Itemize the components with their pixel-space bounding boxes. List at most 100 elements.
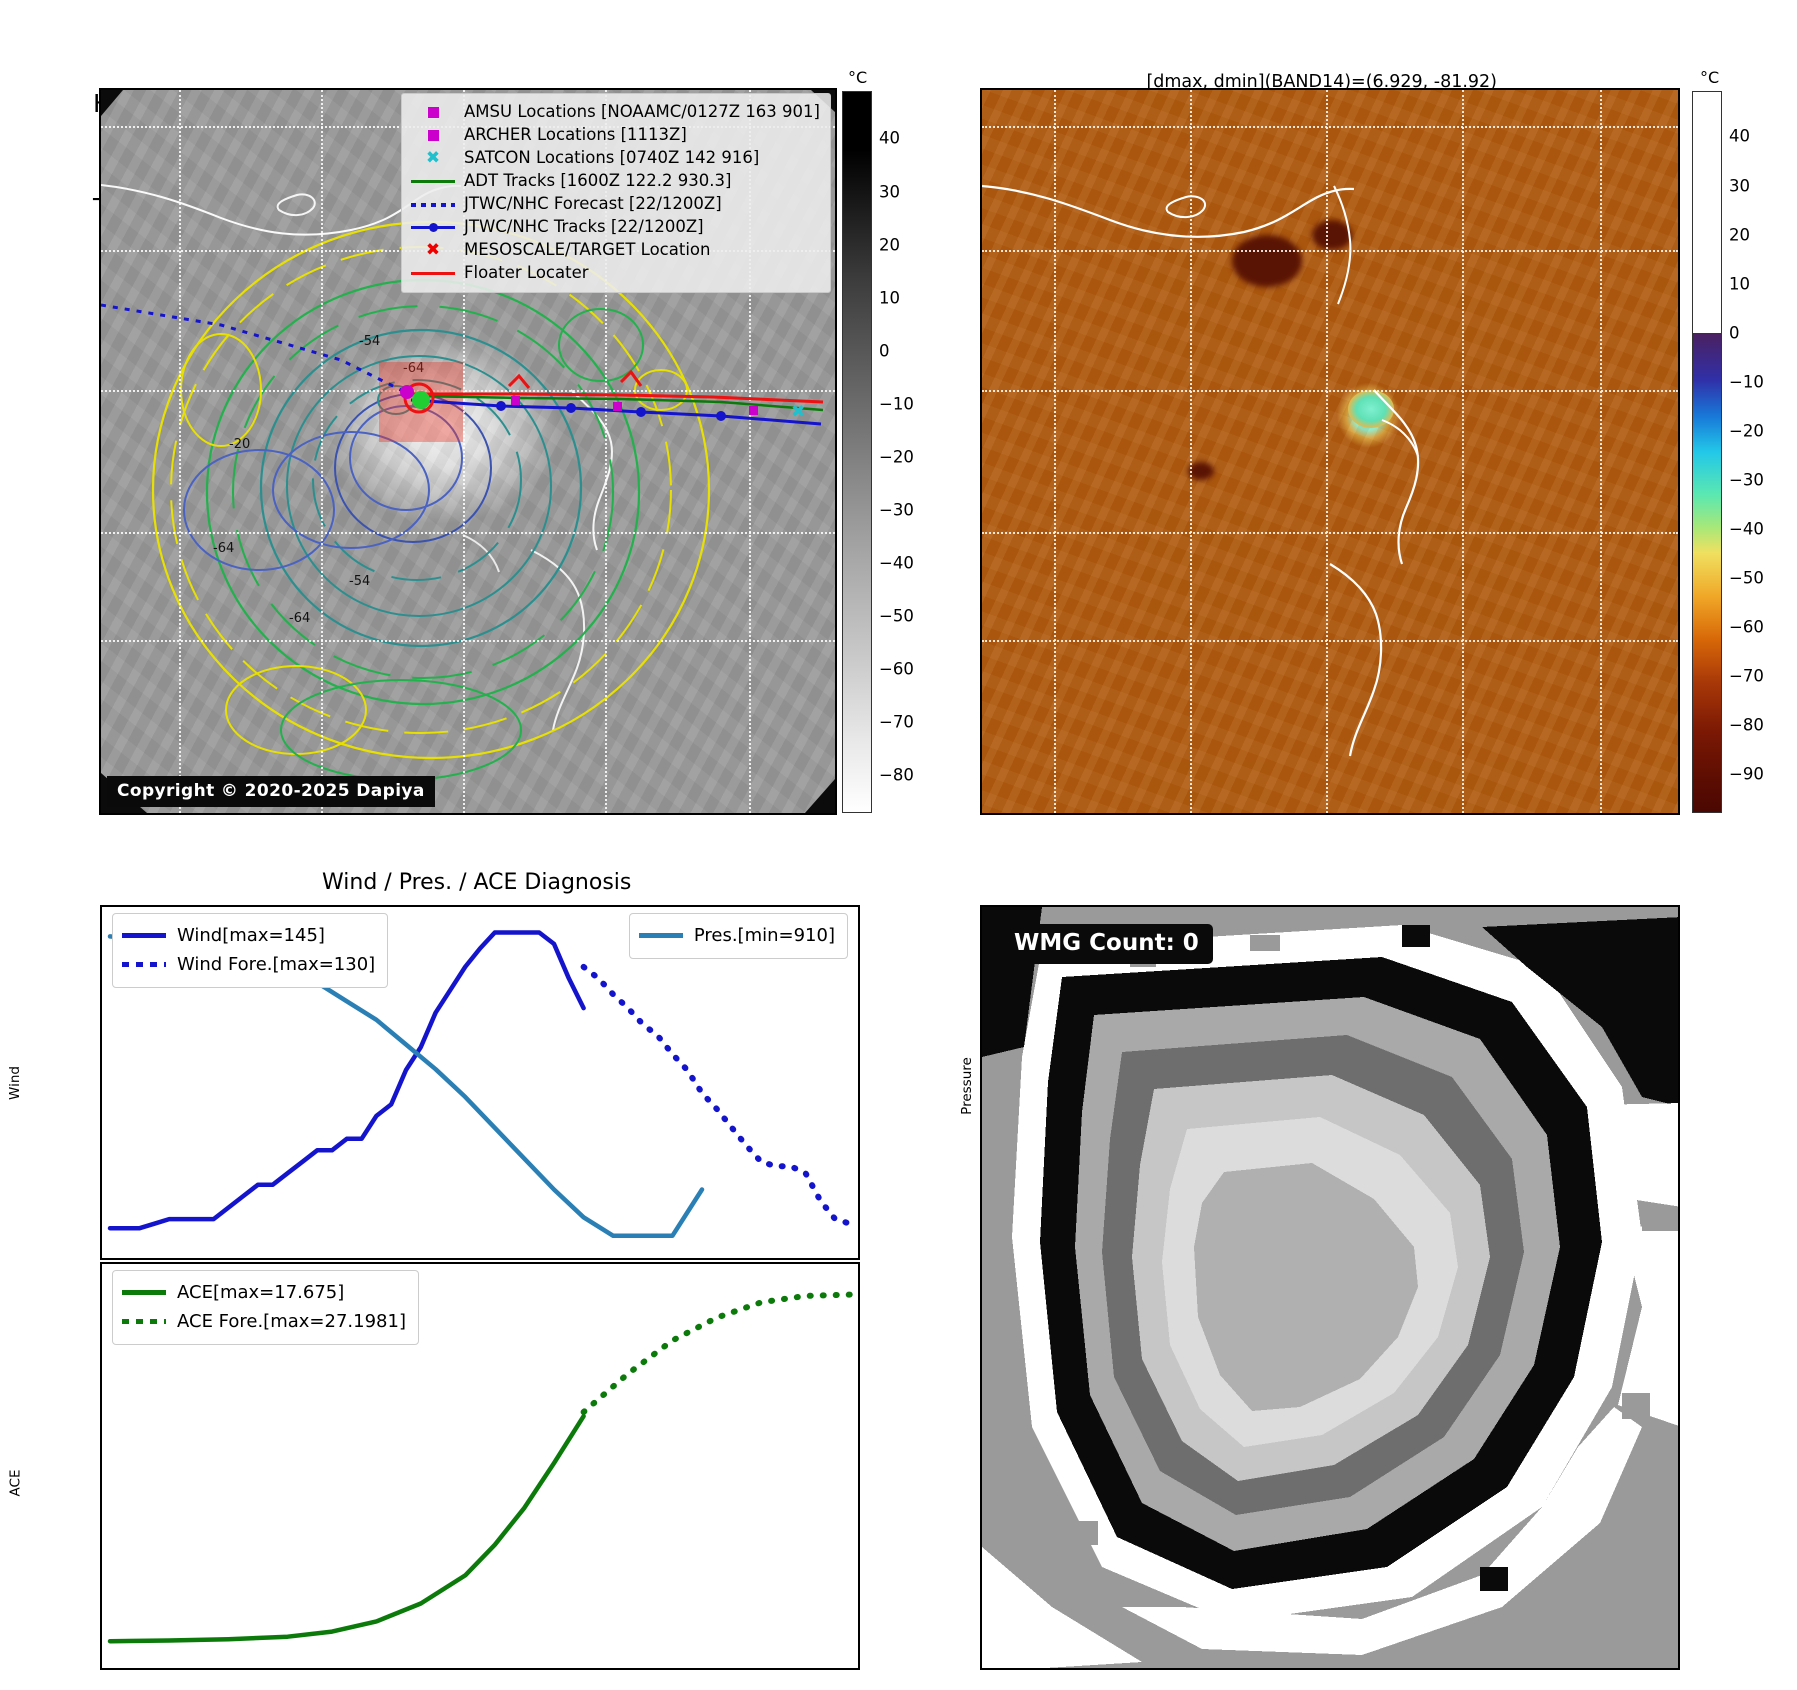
wv-temperature-colorbar[interactable]: 40 30 20 10 0 −10 −20 −30 −40 −50 −60 −7… (1692, 91, 1764, 813)
lat-tick: 24°N (99, 117, 101, 136)
legend-label: Pres.[min=910] (693, 924, 835, 946)
line-green-icon (410, 180, 456, 183)
legend-label: MESOSCALE/TARGET Location (464, 240, 711, 260)
svg-text:✖: ✖ (791, 402, 805, 422)
series-wind-fore- (580, 963, 853, 1227)
wind-pressure-chart[interactable]: 140 120 100 80 60 40 20 1000 980 960 940… (100, 905, 860, 1260)
legend-label: SATCON Locations [0740Z 142 916] (464, 148, 760, 168)
dotted-blue-line-icon (122, 962, 166, 967)
legend-row: AMSU Locations [NOAAMC/0127Z 163 901] (410, 101, 820, 124)
legend-row: ✖ SATCON Locations [0740Z 142 916] (410, 147, 820, 170)
square-magenta-icon (410, 107, 456, 118)
ace-plot (107, 1291, 853, 1644)
cbar-tick: 40 (1729, 126, 1750, 146)
svg-text:-54: -54 (349, 574, 370, 589)
solid-green-line-icon (122, 1290, 166, 1295)
svg-text:-20: -20 (229, 437, 250, 452)
cbar-tick: 20 (879, 235, 900, 255)
pressure-ytick: 940 (858, 1124, 860, 1143)
legend-label: Wind[max=145] (177, 924, 325, 946)
cbar-tick: −40 (1729, 519, 1764, 539)
cbar-tick: −30 (1729, 470, 1764, 490)
copyright-notice: Copyright © 2020-2025 Dapiya (107, 776, 435, 807)
wv-colorbar-units: °C (1700, 68, 1720, 87)
lat-tick: 24°N (980, 117, 982, 136)
legend-row: JTWC/NHC Forecast [22/1200Z] (410, 193, 820, 216)
dotted-blue-line-icon (410, 202, 456, 207)
wind-legend: Wind[max=145] Wind Fore.[max=130] (112, 913, 389, 988)
cbar-tick: −10 (1729, 372, 1764, 392)
lon-tick: 124°E (724, 813, 774, 815)
legend-label: ARCHER Locations [1113Z] (464, 125, 687, 145)
pressure-ytick: 960 (858, 1065, 860, 1084)
cbar-tick: 10 (879, 288, 900, 308)
cbar-tick: 20 (1729, 225, 1750, 245)
cbar-tick: −80 (1729, 715, 1764, 735)
cbar-tick: −10 (879, 394, 914, 414)
solid-blue-line-icon (122, 933, 166, 938)
cbar-tick: 30 (1729, 176, 1750, 196)
legend-row: ACE[max=17.675] (122, 1278, 406, 1307)
wmg-image (982, 907, 1678, 1668)
stats-band14: [dmax, dmin](BAND14)=(6.929, -81.92) (1146, 71, 1497, 92)
cbar-tick: −60 (879, 659, 914, 679)
series-wind (107, 930, 586, 1231)
legend-label: AMSU Locations [NOAAMC/0127Z 163 901] (464, 102, 820, 122)
lon-tick: 118°E (296, 813, 346, 815)
wmg-panel[interactable]: WMG Count: 0 (980, 905, 1680, 1670)
legend-row: Pres.[min=910] (638, 921, 835, 950)
lon-tick: 116°E (154, 813, 204, 815)
dotted-green-line-icon (122, 1319, 166, 1324)
cbar-tick: −90 (1729, 764, 1764, 784)
cbar-tick: −60 (1729, 617, 1764, 637)
square-magenta-icon (410, 130, 456, 141)
lon-tick: 120°E (438, 813, 488, 815)
series-ace (107, 1413, 586, 1644)
pressure-ytick: 920 (858, 1183, 860, 1202)
cbar-tick: −50 (1729, 568, 1764, 588)
pressure-ytick: 1000 (858, 948, 860, 967)
legend-row: Wind Fore.[max=130] (122, 950, 375, 979)
legend-row: Wind[max=145] (122, 921, 375, 950)
solid-teal-line-icon (638, 933, 683, 938)
ir-map-legend: AMSU Locations [NOAAMC/0127Z 163 901] AR… (401, 93, 831, 293)
ir-map-panel[interactable]: -64 -64 -64 -54 -54 -31 -20 (99, 88, 837, 815)
ace-chart[interactable]: 25 20 15 10 5 0 ACE[max=17.675] ACE Fore… (100, 1262, 860, 1670)
cbar-tick: 10 (1729, 274, 1750, 294)
wv-map-panel[interactable]: 24°N 22°N 20°N 18°N 16°N 116°E 118°E 120… (980, 88, 1680, 815)
lat-tick: 16°N (99, 631, 101, 650)
line-blue-marker-icon (410, 223, 456, 232)
storm-track-overlay: ✖ (101, 303, 824, 442)
legend-label: Wind Fore.[max=130] (177, 953, 376, 975)
cbar-tick: −20 (1729, 421, 1764, 441)
cbar-tick: 30 (879, 182, 900, 202)
lat-tick: 20°N (980, 381, 982, 400)
ace-legend: ACE[max=17.675] ACE Fore.[max=27.1981] (112, 1270, 419, 1345)
wmg-count-badge: WMG Count: 0 (1000, 924, 1213, 964)
lon-tick: 122°E (580, 813, 630, 815)
svg-text:-54: -54 (359, 334, 380, 349)
ir-temperature-colorbar[interactable]: 40 30 20 10 0 −10 −20 −30 −40 −50 −60 −7… (842, 91, 914, 813)
wind-axis-label: Wind (6, 1066, 23, 1100)
diagnosis-title: Wind / Pres. / ACE Diagnosis (322, 870, 632, 895)
svg-text:-64: -64 (403, 361, 424, 376)
legend-row: ARCHER Locations [1113Z] (410, 124, 820, 147)
ir-colorbar-units: °C (848, 68, 868, 87)
x-red-icon: ✖ (425, 240, 441, 260)
svg-text:-64: -64 (213, 541, 234, 556)
lon-tick: 116°E (1029, 813, 1079, 815)
lon-tick: 118°E (1165, 813, 1215, 815)
legend-label: Floater Locater (464, 263, 589, 283)
legend-label: JTWC/NHC Forecast [22/1200Z] (464, 194, 722, 214)
lon-tick: 120°E (1301, 813, 1351, 815)
wv-satellite-image (982, 90, 1678, 813)
legend-row: ✖ MESOSCALE/TARGET Location (410, 239, 820, 262)
pressure-legend: Pres.[min=910] (628, 913, 848, 959)
lat-tick: 22°N (99, 241, 101, 260)
legend-label: ACE[max=17.675] (177, 1281, 345, 1303)
ace-axis-label: ACE (7, 1469, 24, 1497)
line-red-icon (410, 272, 456, 275)
x-cyan-icon: ✖ (425, 148, 441, 168)
lat-tick: 18°N (99, 523, 101, 542)
